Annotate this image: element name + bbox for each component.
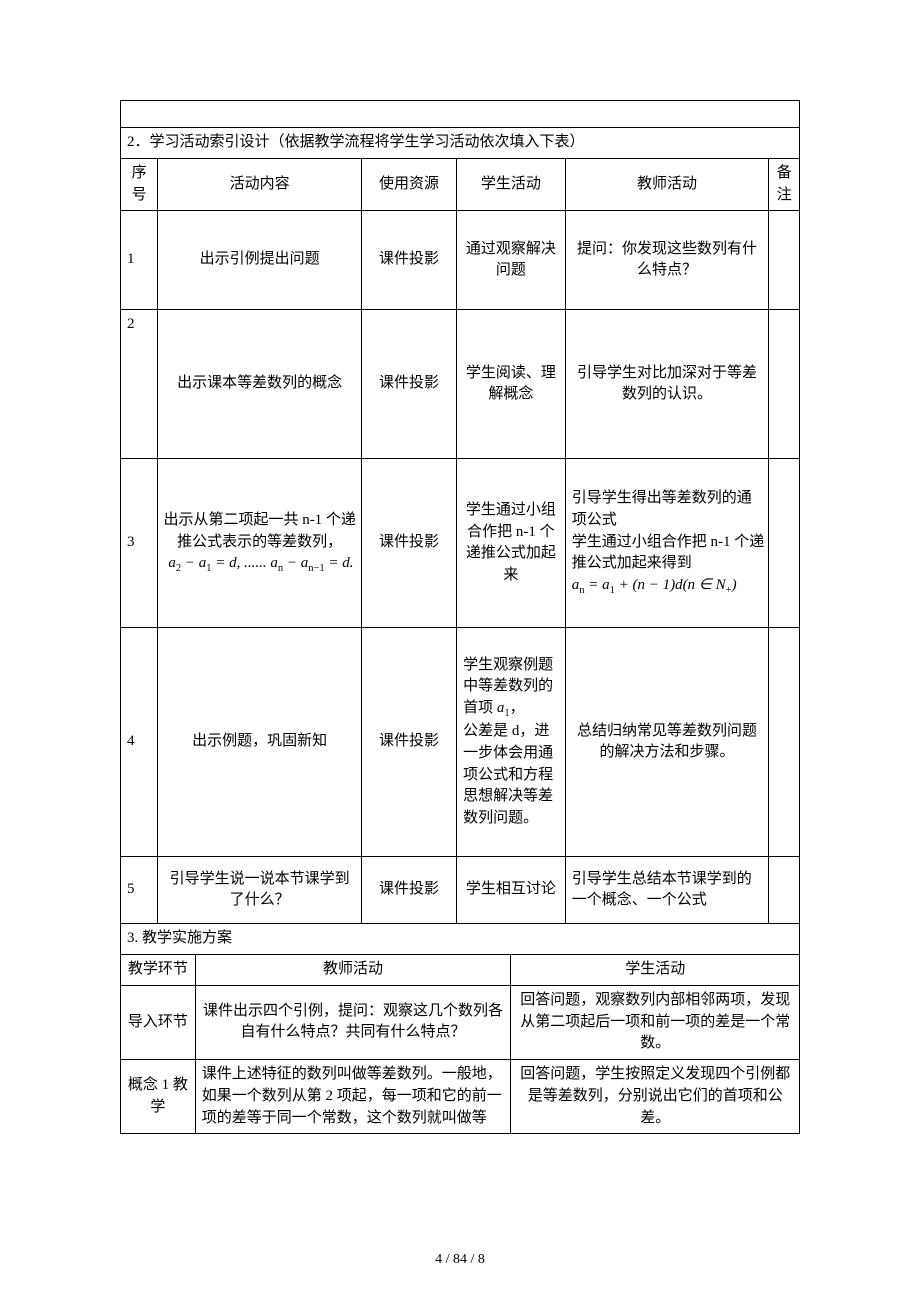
section2-title-row: 2．学习活动索引设计（依据教学流程将学生学习活动依次填入下表） [121,128,800,159]
row4-student-l2: ， [510,700,525,716]
s3r2-phase: 概念 1 教学 [121,1060,196,1134]
s3r1-teacher: 课件出示四个引例，提问：观察这几个数列各自有什么特点？共同有什么特点？ [195,985,511,1059]
row3-teacher-line2: 学生通过小组合作把 n-1 个递推公式加起来得到 [572,534,765,572]
section3-row-2: 概念 1 教学 课件上述特征的数列叫做等差数列。一般地，如果一个数列从第 2 项… [121,1060,800,1134]
header-activity: 活动内容 [158,158,362,211]
row5-seq: 5 [121,857,158,924]
row2-activity: 出示课本等差数列的概念 [158,310,362,459]
s3r1-student: 回答问题，观察数列内部相邻两项，发现从第二项起后一项和前一项的差是一个常数。 [511,985,800,1059]
header-note: 备注 [769,158,800,211]
row4-resource: 课件投影 [362,628,457,857]
row3-note [769,459,800,628]
row5-note [769,857,800,924]
row1-activity: 出示引例提出问题 [158,211,362,310]
row2-note [769,310,800,459]
page-footer: 4 / 84 / 8 [0,1252,920,1268]
row4-student-l3: 公差是 d，进一步体会用通项公式和方程思想解决等差数列问题。 [463,723,553,826]
row1-student: 通过观察解决问题 [457,211,566,310]
s3r2-teacher: 课件上述特征的数列叫做等差数列。一般地，如果一个数列从第 2 项起，每一项和它的… [195,1060,511,1134]
row3-student: 学生通过小组合作把 n-1 个递推公式加起来 [457,459,566,628]
section3-row-1: 导入环节 课件出示四个引例，提问：观察这几个数列各自有什么特点？共同有什么特点？… [121,985,800,1059]
row5-resource: 课件投影 [362,857,457,924]
section2-row-5: 5 引导学生说一说本节课学到了什么？ 课件投影 学生相互讨论 引导学生总结本节课… [121,857,800,924]
row1-note [769,211,800,310]
section2-title: 2．学习活动索引设计（依据教学流程将学生学习活动依次填入下表） [121,128,800,159]
section3-title-row: 3. 教学实施方案 [121,924,800,955]
row3-teacher-formula: an = a1 + (n − 1)d(n ∈ N+) [572,577,737,593]
row3-formula: a2 − a1 = d, ...... an − an−1 = d. [162,553,357,576]
row3-teacher: 引导学生得出等差数列的通项公式 学生通过小组合作把 n-1 个递推公式加起来得到… [565,459,769,628]
section3-header-row: 教学环节 教师活动 学生活动 [121,955,800,986]
row4-student: 学生观察例题中等差数列的首项 a1， 公差是 d，进一步体会用通项公式和方程思想… [457,628,566,857]
row1-teacher: 提问：你发现这些数列有什么特点？ [565,211,769,310]
row4-note [769,628,800,857]
document-page: 2．学习活动索引设计（依据教学流程将学生学习活动依次填入下表） 序号 活动内容 … [0,0,920,1302]
section2-row-3: 3 出示从第二项起一共 n-1 个递推公式表示的等差数列， a2 − a1 = … [121,459,800,628]
row5-teacher: 引导学生总结本节课学到的一个概念、一个公式 [565,857,769,924]
row4-seq: 4 [121,628,158,857]
s3r1-phase: 导入环节 [121,985,196,1059]
row2-resource: 课件投影 [362,310,457,459]
row3-activity-text: 出示从第二项起一共 n-1 个递推公式表示的等差数列， [162,510,357,554]
row5-activity: 引导学生说一说本节课学到了什么？ [158,857,362,924]
header-phase: 教学环节 [121,955,196,986]
row3-teacher-line1: 引导学生得出等差数列的通项公式 [572,490,752,528]
main-table: 2．学习活动索引设计（依据教学流程将学生学习活动依次填入下表） 序号 活动内容 … [120,100,800,1134]
header-student: 学生活动 [457,158,566,211]
spacer-row [121,101,800,128]
row5-student: 学生相互讨论 [457,857,566,924]
row3-seq: 3 [121,459,158,628]
header-student-act: 学生活动 [511,955,800,986]
section2-header-row: 序号 活动内容 使用资源 学生活动 教师活动 备注 [121,158,800,211]
section2-row-1: 1 出示引例提出问题 课件投影 通过观察解决问题 提问：你发现这些数列有什么特点… [121,211,800,310]
header-teacher-act: 教师活动 [195,955,511,986]
s3r2-student: 回答问题，学生按照定义发现四个引例都是等差数列，分别说出它们的首项和公差。 [511,1060,800,1134]
row3-activity: 出示从第二项起一共 n-1 个递推公式表示的等差数列， a2 − a1 = d,… [158,459,362,628]
header-teacher: 教师活动 [565,158,769,211]
row2-student: 学生阅读、理解概念 [457,310,566,459]
row3-resource: 课件投影 [362,459,457,628]
row4-teacher: 总结归纳常见等差数列问题的解决方法和步骤。 [565,628,769,857]
header-seq: 序号 [121,158,158,211]
row1-seq: 1 [121,211,158,310]
section2-row-2: 2 出示课本等差数列的概念 课件投影 学生阅读、理解概念 引导学生对比加深对于等… [121,310,800,459]
section2-row-4: 4 出示例题，巩固新知 课件投影 学生观察例题中等差数列的首项 a1， 公差是 … [121,628,800,857]
row1-resource: 课件投影 [362,211,457,310]
row4-activity: 出示例题，巩固新知 [158,628,362,857]
section3-title: 3. 教学实施方案 [121,924,800,955]
row2-teacher: 引导学生对比加深对于等差数列的认识。 [565,310,769,459]
header-resource: 使用资源 [362,158,457,211]
row2-seq: 2 [121,310,158,459]
